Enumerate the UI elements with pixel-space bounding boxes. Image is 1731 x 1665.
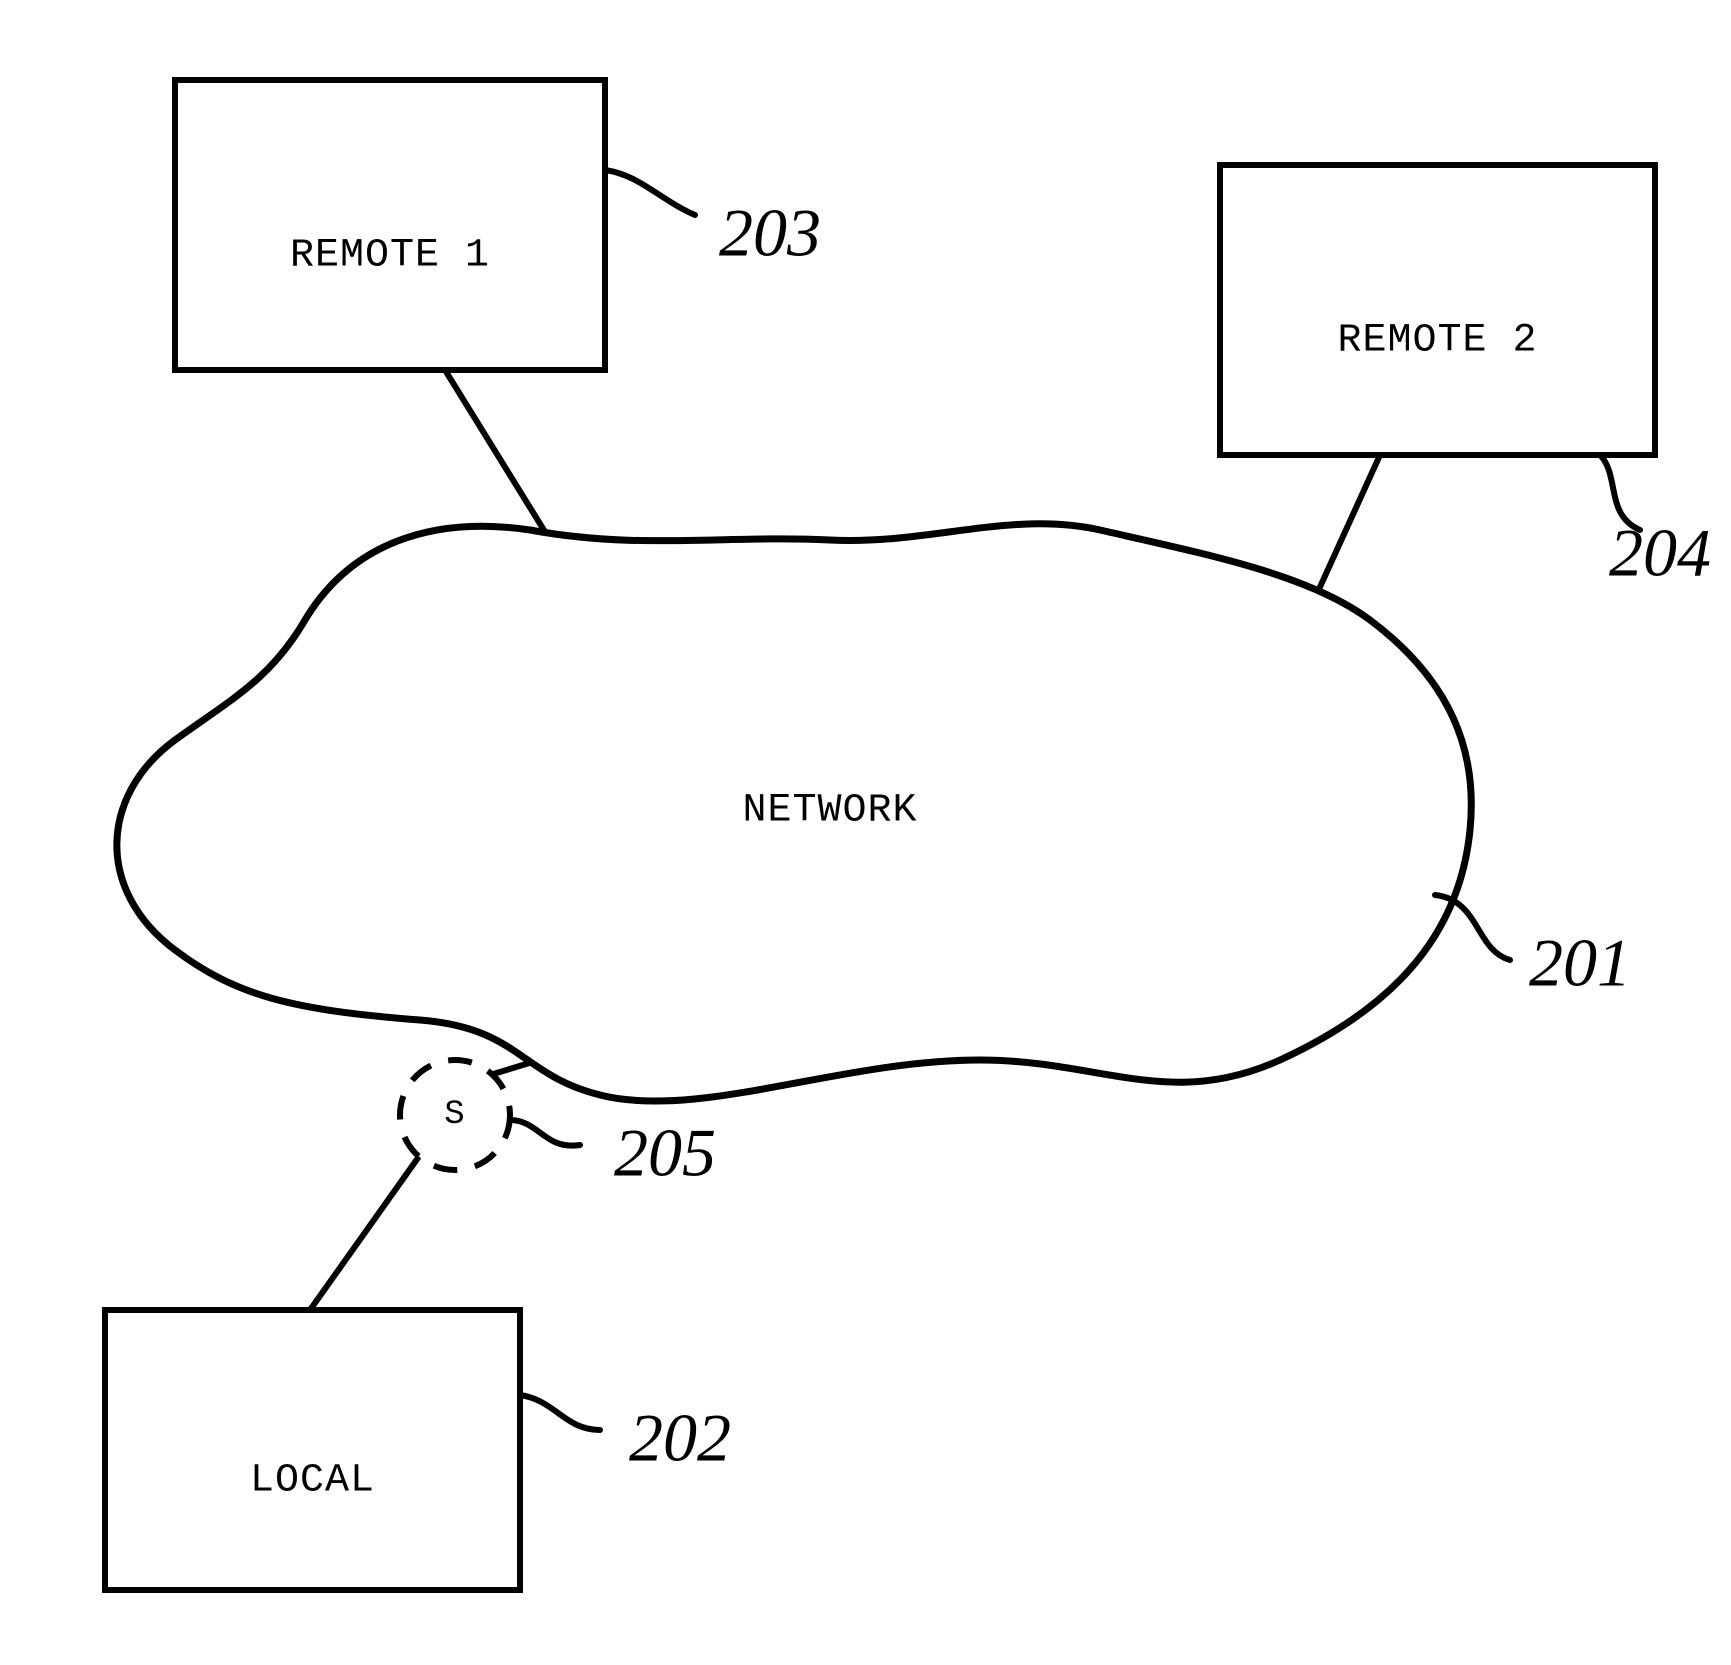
- leader-l203: [605, 170, 695, 215]
- ref-203: 203: [719, 195, 821, 271]
- edge-s_to_local: [310, 1155, 420, 1310]
- s-node-label: S: [444, 1096, 465, 1134]
- local-label: LOCAL: [250, 1459, 375, 1504]
- network-label: NETWORK: [742, 789, 917, 834]
- ref-204: 204: [1609, 515, 1711, 591]
- edge-remote2_to_cloud: [1315, 455, 1380, 598]
- ref-202: 202: [629, 1400, 731, 1476]
- leader-l205: [512, 1120, 580, 1146]
- remote2-label: REMOTE 2: [1337, 319, 1537, 364]
- local-box: [105, 1310, 520, 1590]
- remote1-box: [175, 80, 605, 370]
- ref-201: 201: [1529, 925, 1631, 1001]
- remote1-label: REMOTE 1: [290, 234, 490, 279]
- leader-l202: [520, 1395, 600, 1430]
- remote2-box: [1220, 165, 1655, 455]
- ref-205: 205: [614, 1115, 716, 1191]
- edge-remote1_to_cloud: [445, 370, 555, 548]
